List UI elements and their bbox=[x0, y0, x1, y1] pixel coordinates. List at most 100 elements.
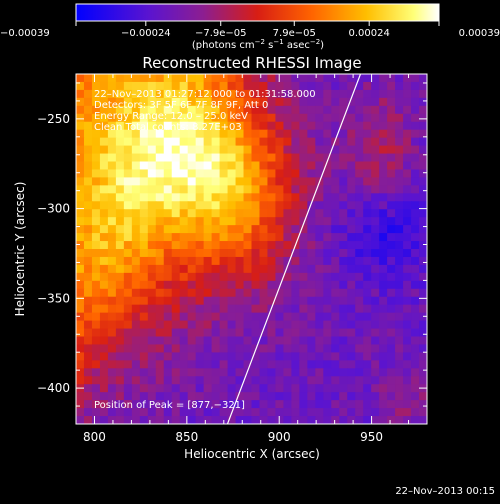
heatmap-cell bbox=[131, 376, 141, 385]
heatmap-cell bbox=[323, 328, 332, 338]
heatmap-cell bbox=[331, 177, 340, 186]
heatmap-cell bbox=[163, 352, 173, 361]
heatmap-cell bbox=[179, 225, 189, 234]
heatmap-cell bbox=[235, 97, 245, 107]
heatmap-cell bbox=[291, 272, 300, 282]
heatmap-cell bbox=[235, 368, 245, 377]
heatmap-cell bbox=[355, 304, 364, 314]
heatmap-cell bbox=[76, 272, 85, 282]
heatmap-cell bbox=[355, 121, 364, 131]
heatmap-cell bbox=[283, 336, 292, 346]
heatmap-cell bbox=[291, 201, 300, 210]
heatmap-cell bbox=[187, 217, 197, 226]
heatmap-cell bbox=[187, 201, 197, 210]
heatmap-cell bbox=[403, 105, 412, 115]
heatmap-cell bbox=[267, 113, 277, 123]
heatmap-cell bbox=[76, 392, 85, 401]
heatmap-cell bbox=[99, 129, 109, 139]
heatmap-cell bbox=[347, 177, 356, 186]
heatmap-cell bbox=[323, 376, 332, 385]
heatmap-cell bbox=[155, 233, 165, 242]
heatmap-cell bbox=[419, 129, 427, 139]
heatmap-cell bbox=[395, 296, 404, 306]
heatmap-cell bbox=[171, 193, 181, 202]
heatmap-cell bbox=[91, 249, 101, 258]
heatmap-cell bbox=[123, 113, 133, 123]
heatmap-cell bbox=[155, 256, 165, 266]
heatmap-cell bbox=[195, 105, 205, 115]
heatmap-cell bbox=[179, 344, 189, 353]
heatmap-cell bbox=[419, 249, 427, 258]
heatmap-cell bbox=[387, 241, 396, 250]
heatmap-cell bbox=[243, 113, 253, 123]
heatmap-cell bbox=[347, 113, 356, 123]
heatmap-cell bbox=[219, 384, 229, 393]
heatmap-cell bbox=[115, 217, 125, 226]
heatmap-cell bbox=[123, 193, 133, 202]
heatmap-cell bbox=[123, 288, 133, 298]
heatmap-cell bbox=[251, 320, 261, 330]
heatmap-cell bbox=[163, 81, 173, 91]
x-tick-label: 900 bbox=[268, 430, 291, 444]
heatmap-cell bbox=[251, 225, 261, 234]
heatmap-cell bbox=[115, 105, 125, 115]
heatmap-cell bbox=[147, 113, 157, 123]
heatmap-cell bbox=[243, 81, 253, 91]
heatmap-cell bbox=[99, 272, 109, 282]
heatmap-cell bbox=[251, 328, 261, 338]
heatmap-cell bbox=[315, 304, 324, 314]
heatmap-cell bbox=[307, 121, 316, 131]
heatmap-cell bbox=[299, 400, 308, 409]
heatmap-cell bbox=[291, 169, 300, 178]
heatmap-cell bbox=[179, 233, 189, 242]
heatmap-cell bbox=[211, 304, 221, 314]
heatmap-cell bbox=[419, 161, 427, 171]
heatmap-cell bbox=[315, 360, 324, 369]
heatmap-cell bbox=[323, 105, 332, 115]
heatmap-cell bbox=[243, 137, 253, 147]
heatmap-cell bbox=[331, 400, 340, 409]
heatmap-cell bbox=[91, 384, 101, 393]
heatmap-cell bbox=[187, 81, 197, 91]
heatmap-cell bbox=[395, 185, 404, 194]
heatmap-cell bbox=[139, 185, 149, 194]
heatmap-cell bbox=[131, 416, 141, 424]
heatmap-cell bbox=[99, 217, 109, 226]
heatmap-cell bbox=[283, 296, 292, 306]
heatmap-cell bbox=[235, 249, 245, 258]
heatmap-cell bbox=[419, 360, 427, 369]
heatmap-cell bbox=[123, 185, 133, 194]
heatmap-cell bbox=[227, 376, 237, 385]
heatmap-cell bbox=[243, 320, 253, 330]
heatmap-cell bbox=[235, 81, 245, 91]
heatmap-cell bbox=[203, 384, 213, 393]
heatmap-cell bbox=[99, 169, 109, 178]
heatmap-cell bbox=[371, 177, 380, 186]
heatmap-cell bbox=[403, 233, 412, 242]
heatmap-cell bbox=[76, 416, 85, 424]
heatmap-cell bbox=[155, 177, 165, 186]
heatmap-cell bbox=[347, 145, 356, 155]
heatmap-cell bbox=[283, 384, 292, 393]
heatmap-cell bbox=[203, 336, 213, 346]
heatmap-cell bbox=[259, 376, 269, 385]
heatmap-cell bbox=[395, 169, 404, 178]
heatmap-cell bbox=[307, 320, 316, 330]
heatmap-cell bbox=[76, 97, 85, 107]
heatmap-cell bbox=[187, 113, 197, 123]
heatmap-cell bbox=[387, 360, 396, 369]
heatmap-cell bbox=[387, 288, 396, 298]
heatmap-cell bbox=[299, 225, 308, 234]
heatmap-cell bbox=[259, 193, 269, 202]
heatmap-cell bbox=[339, 74, 348, 83]
heatmap-cell bbox=[195, 360, 205, 369]
heatmap-cell bbox=[275, 392, 285, 401]
heatmap-cell bbox=[195, 89, 205, 99]
heatmap-cell bbox=[115, 233, 125, 242]
heatmap-cell bbox=[203, 161, 213, 171]
heatmap-cell bbox=[259, 129, 269, 139]
heatmap-cell bbox=[203, 177, 213, 186]
heatmap-cell bbox=[291, 344, 300, 353]
heatmap-cell bbox=[347, 344, 356, 353]
heatmap-cell bbox=[403, 344, 412, 353]
